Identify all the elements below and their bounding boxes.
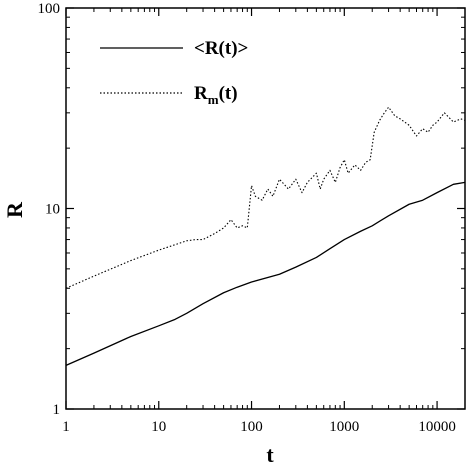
- plot-frame: [65, 7, 466, 410]
- legend: <R(t)> Rm(t): [100, 38, 248, 107]
- plot-series: [65, 106, 466, 366]
- y-tick-label: 100: [38, 1, 61, 17]
- x-tick-label: 10000: [418, 419, 456, 435]
- y-tick-label: 10: [45, 202, 60, 218]
- series-line-max-R: [65, 106, 466, 289]
- legend-label-mean: <R(t)>: [194, 38, 248, 59]
- legend-label-max: Rm(t): [194, 83, 238, 107]
- y-tick-label: 1: [53, 402, 61, 418]
- legend-label-max-base: R: [194, 83, 208, 104]
- legend-label-max-suffix: (t): [219, 83, 238, 104]
- axis-ticks: 1 10 100 1000 10000 1 10 100: [38, 1, 465, 435]
- series-line-mean-R: [65, 181, 466, 366]
- x-tick-label: 100: [240, 419, 263, 435]
- x-axis-title: t: [266, 442, 274, 466]
- x-tick-label: 1000: [329, 419, 359, 435]
- x-tick-label: 10: [151, 419, 166, 435]
- legend-label-max-subscript: m: [208, 92, 219, 107]
- x-tick-label: 1: [62, 419, 70, 435]
- y-axis-title: R: [2, 201, 27, 218]
